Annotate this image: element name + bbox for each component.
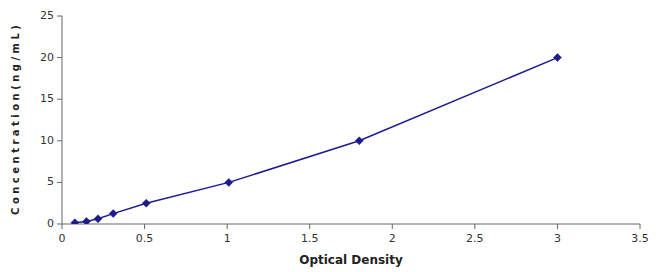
y-tick xyxy=(57,224,62,225)
x-tick xyxy=(474,224,475,229)
y-tick xyxy=(57,99,62,100)
x-tick-label: 3.5 xyxy=(631,232,649,245)
x-tick-label: 0 xyxy=(59,232,66,245)
line xyxy=(75,58,558,223)
x-tick xyxy=(62,224,63,229)
marker xyxy=(142,199,150,207)
x-axis: 0 0.5 1 1.5 2 2.5 3 3.5 xyxy=(59,224,649,245)
y-tick-label: 5 xyxy=(47,175,54,188)
marker xyxy=(82,217,90,224)
x-tick-label: 1.5 xyxy=(301,232,319,245)
y-tick xyxy=(57,57,62,58)
y-tick xyxy=(57,182,62,183)
y-tick-label: 0 xyxy=(47,217,54,230)
chart: 0 5 10 15 20 25 0 0.5 1 1.5 2 2.5 3 3.5 Optical Densit… xyxy=(0,0,664,272)
y-axis-line xyxy=(62,16,63,224)
x-tick-label: 1 xyxy=(224,232,231,245)
y-axis: 0 5 10 15 20 25 xyxy=(40,9,62,230)
x-tick xyxy=(144,224,145,229)
y-tick-label: 10 xyxy=(40,134,54,147)
x-tick xyxy=(557,224,558,229)
x-tick-label: 0.5 xyxy=(136,232,154,245)
series xyxy=(71,54,562,224)
marker xyxy=(71,219,79,224)
y-axis-label: C o n c e n t r a t i o n ( n g / m L ) xyxy=(10,25,21,215)
x-tick-label: 2 xyxy=(389,232,396,245)
marker xyxy=(94,215,102,223)
x-tick xyxy=(640,224,641,229)
x-tick xyxy=(227,224,228,229)
y-tick-label: 15 xyxy=(40,92,54,105)
x-axis-line xyxy=(62,224,640,225)
x-axis-label: Optical Density xyxy=(299,253,403,267)
marker xyxy=(225,178,233,186)
marker xyxy=(553,54,561,62)
y-tick-label: 25 xyxy=(40,9,54,22)
y-tick xyxy=(57,16,62,17)
chart-container: 0 5 10 15 20 25 0 0.5 1 1.5 2 2.5 3 3.5 Optical Densit… xyxy=(0,0,664,272)
y-tick xyxy=(57,140,62,141)
marker xyxy=(355,137,363,145)
x-tick-label: 3 xyxy=(554,232,561,245)
marker xyxy=(109,210,117,218)
x-tick xyxy=(392,224,393,229)
x-tick xyxy=(309,224,310,229)
y-tick-label: 20 xyxy=(40,51,54,64)
x-tick-label: 2.5 xyxy=(466,232,484,245)
